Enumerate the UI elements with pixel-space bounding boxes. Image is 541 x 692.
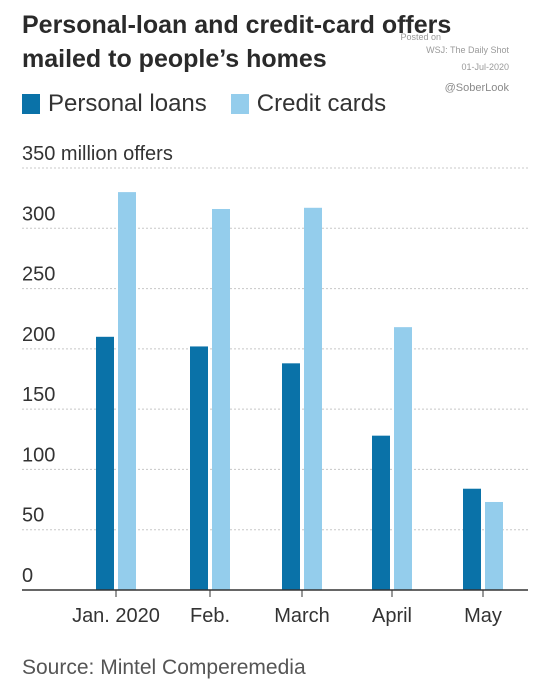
x-tick-label: Jan. 2020	[72, 605, 160, 627]
watermark-posted: Posted on	[400, 32, 441, 42]
watermark-handle: @SoberLook	[444, 82, 509, 94]
y-tick-label: 350 million offers	[22, 143, 173, 165]
legend-label-personal-loans: Personal loans	[48, 90, 207, 117]
bar-personal-loans	[96, 336, 114, 590]
source-note: Source: Mintel Comperemedia	[22, 656, 306, 679]
bar-personal-loans	[463, 488, 481, 590]
legend-item-credit-cards: Credit cards	[230, 90, 387, 118]
legend-swatch-personal-loans	[22, 94, 40, 114]
watermark-date: 01-Jul-2020	[461, 62, 509, 72]
bar-credit-cards	[485, 501, 503, 590]
x-tick-label: Feb.	[190, 605, 230, 627]
legend-item-personal-loans: Personal loans	[22, 90, 207, 118]
bar-personal-loans	[372, 435, 390, 590]
y-tick-label: 100	[22, 444, 55, 466]
x-tick-label: May	[464, 605, 502, 627]
chart-title: Personal-loan and credit-card offers mai…	[22, 11, 452, 73]
bar-credit-cards	[394, 327, 412, 590]
bar-credit-cards	[212, 208, 230, 590]
y-tick-label: 150	[22, 384, 55, 406]
bar-personal-loans	[190, 346, 208, 590]
watermark-source: WSJ: The Daily Shot	[426, 45, 509, 55]
y-tick-label: 50	[22, 505, 44, 527]
y-tick-label: 0	[22, 565, 33, 587]
y-tick-label: 200	[22, 324, 55, 346]
y-tick-label: 300	[22, 203, 55, 225]
chart-legend: Personal loans Credit cards	[22, 90, 410, 118]
legend-swatch-credit-cards	[230, 94, 249, 114]
x-tick-label: April	[372, 605, 412, 627]
bar-credit-cards	[304, 207, 322, 590]
bar-credit-cards	[118, 192, 136, 590]
x-tick-label: March	[274, 605, 330, 627]
y-tick-label: 250	[22, 264, 55, 286]
bar-personal-loans	[282, 363, 300, 590]
legend-label-credit-cards: Credit cards	[256, 90, 387, 117]
